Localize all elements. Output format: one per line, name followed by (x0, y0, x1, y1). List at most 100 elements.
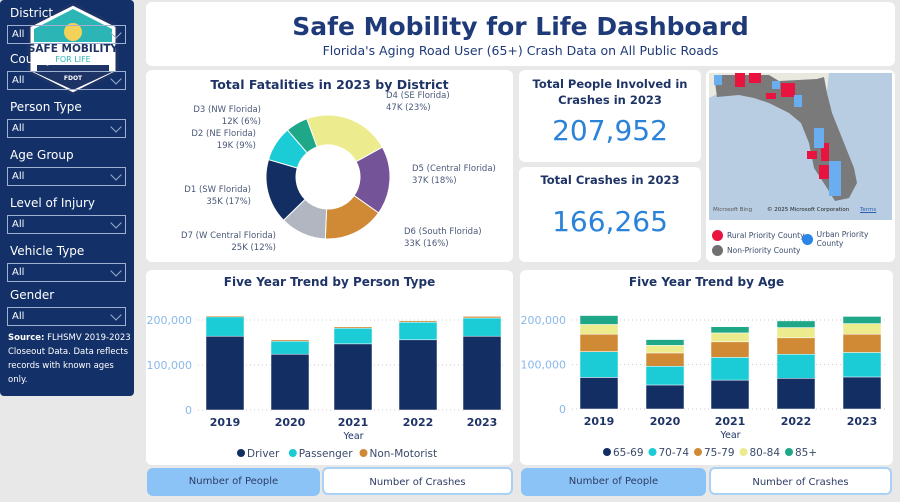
bar-85--2022[interactable] (776, 320, 816, 328)
y-tick-label: 100,000 (147, 359, 193, 372)
legend-swatch (603, 448, 611, 456)
number-of-crashes-button-age[interactable]: Number of Crashes (709, 467, 892, 495)
x-tick-label: 2021 (338, 416, 369, 429)
district-filter-dropdown[interactable]: All (7, 25, 126, 44)
legend-urban: Urban Priority County (802, 230, 895, 248)
age-chart-card: Five Year Trend by Age 0 100,000 200,000 20… (520, 270, 893, 465)
bar-70-74-2021[interactable] (710, 357, 750, 381)
bar-80-84-2021[interactable] (710, 332, 750, 343)
donut-slice-d3[interactable] (286, 118, 318, 154)
svg-text:FDOT: FDOT (64, 75, 83, 82)
bar-non-motorist-2022[interactable] (398, 320, 438, 323)
vehicle-type-filter-dropdown[interactable]: All (7, 263, 126, 282)
legend-swatch (237, 449, 245, 457)
age-group-filter-dropdown[interactable]: All (7, 167, 126, 186)
level-of-injury-filter-dropdown[interactable]: All (7, 215, 126, 234)
bar-75-79-2021[interactable] (710, 341, 750, 358)
legend-label: 85+ (795, 447, 817, 459)
bar-passenger-2019[interactable] (205, 316, 245, 337)
donut-label-name: D6 (South Florida) (404, 227, 482, 237)
person-type-bar-chart: 0 100,000 200,000 2019 2020 2021 2022 2023 Year D… (147, 314, 505, 460)
bar-driver-2020[interactable] (270, 353, 310, 411)
legend-non-priority: Non-Priority County (712, 245, 800, 256)
bar-driver-2023[interactable] (462, 335, 502, 411)
bar-75-79-2020[interactable] (645, 352, 685, 367)
bar-75-79-2023[interactable] (842, 333, 882, 353)
total-people-value: 207,952 (552, 114, 668, 147)
district-donut-card: Total Fatalities in 2023 by District D4 … (146, 70, 513, 262)
bar-85--2021[interactable] (710, 326, 750, 334)
chevron-down-icon (110, 169, 122, 181)
bar-non-motorist-2021[interactable] (333, 326, 373, 329)
bar-driver-2022[interactable] (398, 339, 438, 411)
county-filter-dropdown[interactable]: All (7, 71, 126, 90)
source-note: Source: FLHSMV 2019-2023 Closeout Data. … (8, 331, 132, 387)
total-crashes-title: Total Crashes in 2023 (540, 173, 680, 187)
legend-label: 80-84 (750, 447, 781, 459)
legend-swatch (359, 449, 368, 457)
donut-label-value: 33K (16%) (404, 239, 449, 249)
page-title: Safe Mobility for Life Dashboard (292, 12, 749, 41)
legend-rural: Rural Priority County (712, 230, 805, 241)
page-subtitle: Florida's Aging Road User (65+) Crash Da… (322, 43, 719, 58)
bar-85--2019[interactable] (579, 315, 619, 325)
dropdown-value: All (12, 29, 25, 40)
dropdown-value: All (12, 75, 25, 86)
number-of-people-button-age[interactable]: Number of People (521, 468, 706, 496)
bar-70-74-2019[interactable] (579, 351, 619, 378)
x-tick-label: 2022 (781, 415, 812, 428)
bar-85--2020[interactable] (645, 339, 685, 346)
y-tick-label: 100,000 (521, 359, 567, 372)
bar-80-84-2019[interactable] (579, 324, 619, 335)
bar-80-84-2023[interactable] (842, 323, 882, 335)
bar-70-74-2023[interactable] (842, 352, 882, 378)
bar-65-69-2022[interactable] (776, 378, 816, 410)
source-label: Source: (8, 333, 45, 343)
bar-driver-2021[interactable] (333, 343, 373, 411)
age-bar-chart: 0 100,000 200,000 2019 2020 2021 2022 2023 Year 6… (521, 314, 885, 459)
person-type-filter-dropdown[interactable]: All (7, 119, 126, 138)
bar-85--2023[interactable] (842, 316, 882, 324)
x-axis-title: Year (719, 430, 740, 441)
chevron-down-icon (110, 309, 122, 321)
donut-label-name: D4 (SE Florida) (386, 91, 450, 101)
total-people-card: Total People Involved in Crashes in 2023… (519, 70, 701, 162)
bar-65-69-2021[interactable] (710, 379, 750, 410)
bar-passenger-2021[interactable] (333, 327, 373, 345)
y-tick-label: 200,000 (147, 314, 193, 327)
number-of-crashes-button[interactable]: Number of Crashes (322, 467, 513, 495)
legend-label: Non-Motorist (370, 448, 438, 460)
legend-label: Non-Priority County (727, 246, 801, 255)
bar-driver-2019[interactable] (205, 335, 245, 411)
bar-65-69-2020[interactable] (645, 384, 685, 410)
bar-75-79-2019[interactable] (579, 333, 619, 352)
bar-non-motorist-2019[interactable] (205, 315, 245, 318)
number-of-people-button[interactable]: Number of People (147, 468, 320, 496)
bar-passenger-2023[interactable] (462, 317, 502, 337)
legend-label: 75-79 (704, 447, 735, 459)
map-copyright: © 2025 Microsoft Corporation (767, 207, 850, 213)
bar-non-motorist-2023[interactable] (462, 316, 502, 319)
svg-text:FOR LIFE: FOR LIFE (55, 55, 90, 64)
bar-65-69-2023[interactable] (842, 376, 882, 410)
bar-passenger-2022[interactable] (398, 322, 438, 341)
legend-swatch (648, 448, 657, 456)
bar-non-motorist-2020[interactable] (270, 339, 310, 342)
legend-label: Rural Priority County (727, 231, 805, 240)
map-terms-link[interactable]: Terms (860, 207, 877, 213)
gender-filter-dropdown[interactable]: All (7, 307, 126, 326)
bar-80-84-2020[interactable] (645, 345, 685, 354)
bar-65-69-2019[interactable] (579, 377, 619, 410)
florida-map[interactable]: Microsoft Bing © 2025 Microsoft Corporat… (709, 73, 892, 220)
chevron-down-icon (110, 265, 122, 277)
bar-80-84-2022[interactable] (776, 327, 816, 339)
district-filter-label: District (10, 6, 54, 20)
dropdown-value: All (12, 171, 25, 182)
bar-70-74-2020[interactable] (645, 366, 685, 386)
bar-75-79-2022[interactable] (776, 337, 816, 355)
donut-title: Total Fatalities in 2023 by District (210, 77, 449, 92)
bar-passenger-2020[interactable] (270, 340, 310, 355)
x-tick-label: 2022 (403, 416, 434, 429)
bar-70-74-2022[interactable] (776, 354, 816, 379)
header-card: Safe Mobility for Life Dashboard Florida… (146, 2, 895, 66)
